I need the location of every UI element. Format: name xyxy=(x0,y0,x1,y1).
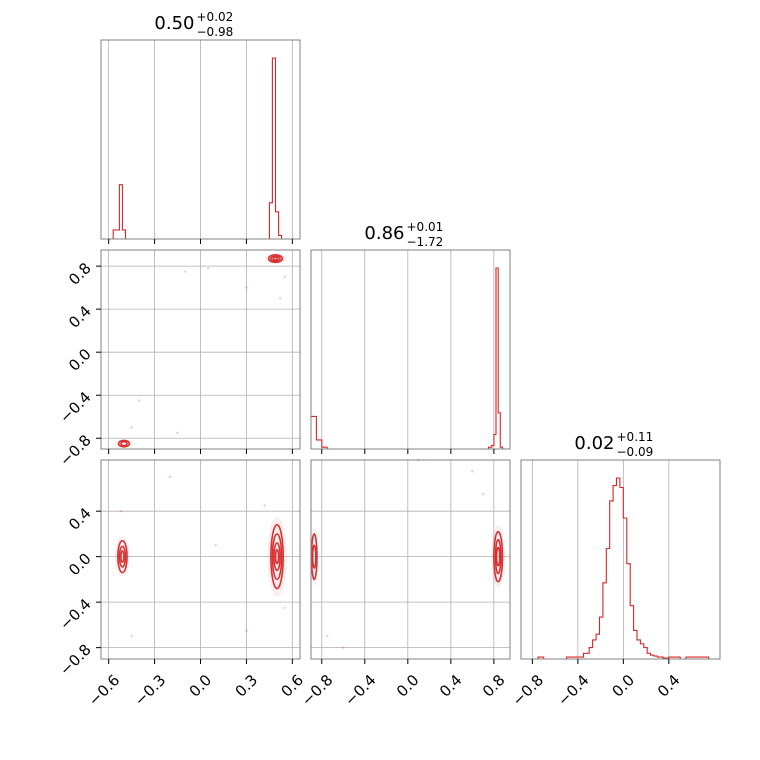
y-tick-label-1-3: 0.4 xyxy=(65,302,95,332)
param-1-title-minus: −0.98 xyxy=(197,25,234,39)
x-tick-label-2-3: 0.4 xyxy=(436,671,466,701)
scatter_32-point-2 xyxy=(481,492,485,496)
scatter_21-contour-1-1 xyxy=(120,440,128,447)
scatter_31-contour-0-1 xyxy=(271,533,283,581)
hist_2-step-line xyxy=(311,267,510,450)
x-tick-label-2-0: −0.8 xyxy=(298,671,336,709)
scatter_21-point-0 xyxy=(183,270,187,273)
y-tick-label-2-0: −0.8 xyxy=(56,641,94,679)
scatter_21-point-2 xyxy=(245,286,248,289)
param-2-title-value: 0.86 xyxy=(364,223,404,244)
scatter_31-point-0 xyxy=(168,475,172,479)
scatter_21-point-1 xyxy=(206,267,210,270)
scatter_31-contour-0-3 xyxy=(274,549,280,565)
hist-panel-2-frame xyxy=(310,249,511,450)
x-tick-label-1-1: −0.3 xyxy=(131,671,169,709)
scatter_31-contour-1-1 xyxy=(118,545,127,568)
scatter_21-contour-0-0 xyxy=(267,254,284,264)
param-2-title-minus: −1.72 xyxy=(407,235,444,249)
scatter_21-contour-1-0 xyxy=(117,439,131,448)
scatter_32-contour-1-0 xyxy=(310,533,318,581)
y-tick-label-1-1: −0.4 xyxy=(56,388,94,426)
x-tick-label-3-2: 0.0 xyxy=(608,671,638,701)
scatter_31-point-3 xyxy=(263,504,266,507)
param-3-title-value: 0.02 xyxy=(574,433,614,454)
scatter_32-point-1 xyxy=(325,635,329,638)
scatter_31-contour-0-0 xyxy=(270,524,284,590)
param-2-title-plus: +0.01 xyxy=(407,220,444,234)
x-tick-label-3-3: 0.4 xyxy=(654,671,684,701)
x-tick-label-3-1: −0.4 xyxy=(554,671,592,709)
scatter_31-point-4 xyxy=(283,606,286,610)
scatter_31-contour-0-2 xyxy=(273,542,281,572)
y-tick-label-2-1: −0.4 xyxy=(56,595,94,633)
scatter_31-point-5 xyxy=(119,509,123,513)
scatter_31-point-6 xyxy=(214,544,218,547)
scatter_21-point-4 xyxy=(176,431,179,435)
scatter_32-contour-0-0 xyxy=(493,530,504,583)
x-tick-label-2-1: −0.4 xyxy=(341,671,379,709)
scatter_31-point-1 xyxy=(245,629,248,632)
scatter_21-point-5 xyxy=(283,275,286,279)
x-tick-label-2-4: 0.8 xyxy=(479,671,509,701)
scatter_31-contour-1-0 xyxy=(117,539,128,574)
scatter_32-point-0 xyxy=(471,470,474,473)
scatter_32-point-3 xyxy=(342,646,345,649)
y-tick-label-2-2: 0.0 xyxy=(65,550,95,580)
x-tick-label-1-3: 0.3 xyxy=(232,671,262,701)
x-tick-label-1-2: 0.0 xyxy=(186,671,216,701)
param-1-title-value: 0.50 xyxy=(154,13,194,34)
scatter_21-contour-0-2 xyxy=(272,256,279,261)
scatter_31-point-2 xyxy=(130,635,133,638)
param-3-title-minus: −0.09 xyxy=(617,445,654,459)
hist_3-step-line xyxy=(521,477,720,660)
scatter_32-contour-0-1 xyxy=(494,538,502,575)
scatter_21-point-6 xyxy=(278,297,282,300)
hist-panel-3-frame xyxy=(520,459,721,660)
y-tick-label-2-3: 0.4 xyxy=(65,504,95,534)
x-tick-label-3-0: −0.8 xyxy=(509,671,547,709)
y-tick-label-1-2: 0.0 xyxy=(65,345,95,375)
x-tick-label-1-0: −0.6 xyxy=(85,671,123,709)
y-tick-label-1-0: −0.8 xyxy=(56,431,94,469)
y-tick-label-1-4: 0.8 xyxy=(65,259,95,289)
param-3-title-plus: +0.11 xyxy=(617,430,654,444)
scatter_21-point-3 xyxy=(138,399,141,402)
scatter_21-contour-0-1 xyxy=(270,255,281,262)
x-tick-label-2-2: 0.0 xyxy=(393,671,423,701)
scatter_32-contour-0-2 xyxy=(495,546,501,567)
scatter_31-contour-1-2 xyxy=(120,550,125,564)
scatter_21-point-7 xyxy=(130,426,133,429)
param-1-title-plus: +0.02 xyxy=(197,10,234,24)
scatter_32-contour-1-1 xyxy=(311,544,317,569)
scatter-panel-32-frame xyxy=(310,459,511,660)
